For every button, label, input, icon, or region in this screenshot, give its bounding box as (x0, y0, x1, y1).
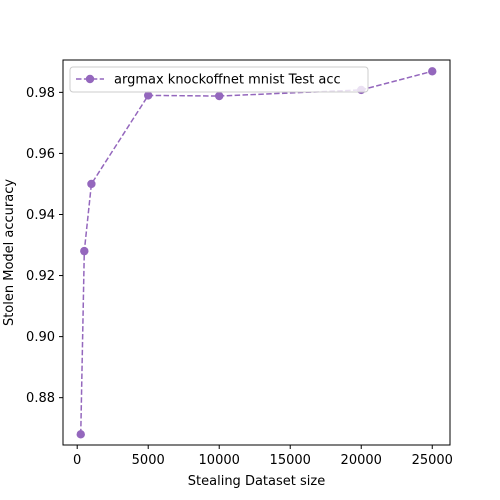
data-point (428, 67, 437, 76)
x-tick-label: 5000 (132, 453, 165, 468)
data-point (87, 179, 96, 189)
x-axis-label: Stealing Dataset size (188, 474, 325, 489)
data-point (80, 246, 89, 256)
y-tick-label: 0.92 (26, 269, 55, 284)
plot-area (62, 59, 451, 446)
plot-frame (62, 59, 451, 446)
legend-marker-swatch (85, 74, 95, 84)
y-axis: 0.88 0.90 0.92 0.94 0.96 0.98 (26, 86, 63, 406)
y-tick-label: 0.96 (26, 147, 55, 162)
y-tick-label: 0.94 (26, 208, 55, 223)
x-tick-label: 15000 (270, 453, 311, 468)
x-tick-label: 10000 (199, 453, 240, 468)
legend-box (69, 66, 369, 93)
data-point (215, 91, 224, 101)
y-tick-label: 0.90 (26, 330, 55, 345)
y-axis-label: Stolen Model accuracy (2, 179, 17, 326)
data-point (76, 430, 85, 439)
legend-label: argmax knockoffnet mnist Test acc (114, 73, 341, 88)
data-point (144, 91, 153, 100)
x-tick-label: 0 (73, 453, 81, 468)
x-axis: 0 5000 10000 15000 20000 25000 (73, 445, 453, 468)
y-tick-label: 0.98 (26, 86, 55, 101)
y-tick-label: 0.88 (26, 391, 55, 406)
legend: argmax knockoffnet mnist Test acc (69, 66, 369, 93)
x-tick-label: 20000 (341, 453, 382, 468)
x-tick-label: 25000 (412, 453, 453, 468)
